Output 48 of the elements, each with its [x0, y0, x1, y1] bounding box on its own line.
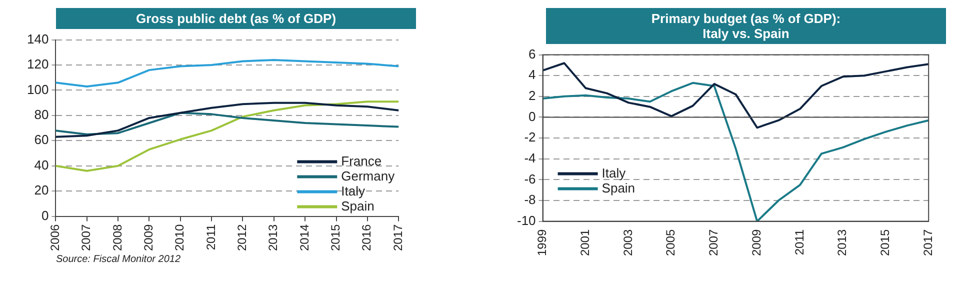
y-tick-label: 140 — [26, 31, 49, 46]
x-tick-label: 2001 — [578, 228, 592, 256]
legend-label: France — [341, 153, 382, 168]
x-tick-label: 2011 — [204, 224, 218, 250]
x-tick-label: 2009 — [142, 224, 156, 252]
y-tick-label: 0 — [41, 208, 49, 223]
x-tick-label: 2009 — [749, 228, 764, 256]
x-tick-label: 1999 — [535, 228, 550, 256]
legend-label: Spain — [341, 198, 374, 214]
x-tick-label: 2007 — [706, 228, 721, 256]
y-tick-label: 100 — [26, 82, 49, 97]
legend-label: Italy — [602, 165, 626, 180]
x-tick-label: 2017 — [390, 224, 405, 252]
y-tick-label: 20 — [34, 182, 49, 198]
chart-title: Gross public debt (as % of GDP) — [56, 8, 416, 29]
legend-label: Italy — [341, 183, 366, 198]
y-tick-label: -4 — [524, 150, 536, 166]
y-tick-label: -8 — [524, 192, 536, 208]
y-tick-label: -6 — [524, 171, 536, 186]
source-note: Source: Fiscal Monitor 2012 — [56, 254, 182, 265]
legend-label: Germany — [341, 168, 396, 184]
y-tick-label: 40 — [34, 157, 49, 172]
x-tick-label: 2015 — [328, 224, 343, 252]
x-tick-label: 2008 — [110, 224, 124, 252]
y-tick-label: -2 — [524, 130, 536, 145]
chart-title: Primary budget (as % of GDP): Italy vs. Spain — [546, 8, 946, 44]
y-tick-label: 60 — [34, 132, 49, 148]
y-tick-label: 80 — [34, 107, 49, 122]
x-tick-label: 2017 — [920, 228, 935, 256]
x-tick-label: 2014 — [297, 224, 312, 252]
x-tick-label: 2013 — [266, 224, 280, 252]
x-tick-label: 2005 — [664, 228, 678, 256]
x-tick-label: 2007 — [79, 224, 94, 252]
y-tick-label: -10 — [516, 212, 536, 228]
x-tick-label: 2006 — [48, 224, 62, 252]
x-tick-label: 2010 — [172, 224, 187, 252]
x-tick-label: 2011 — [792, 228, 806, 256]
y-tick-label: 0 — [528, 108, 536, 124]
x-tick-label: 2013 — [835, 228, 850, 256]
y-tick-label: 4 — [528, 67, 536, 82]
x-tick-label: 2003 — [620, 228, 635, 256]
y-tick-label: 2 — [528, 88, 536, 104]
x-tick-label: 2015 — [878, 228, 892, 256]
y-tick-label: 6 — [528, 46, 536, 62]
x-tick-label: 2016 — [360, 224, 374, 252]
y-tick-label: 120 — [26, 56, 49, 72]
x-tick-label: 2012 — [235, 224, 250, 252]
legend-label: Spain — [602, 180, 636, 196]
